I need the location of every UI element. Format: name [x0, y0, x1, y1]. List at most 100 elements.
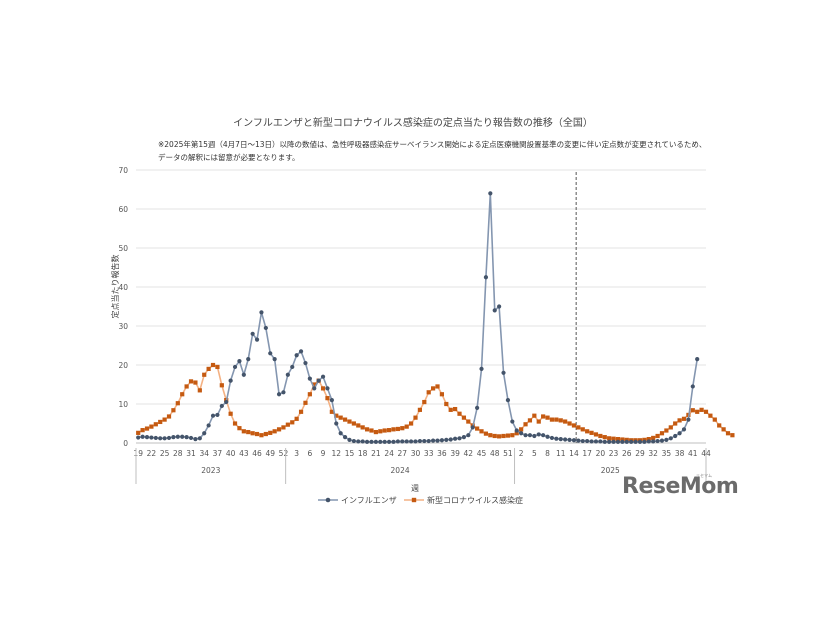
influenza-data-point: [166, 435, 172, 441]
covid-data-point: [378, 429, 383, 434]
x-tick-label: 14: [569, 449, 579, 458]
covid-data-point: [241, 429, 246, 434]
covid-data-point: [391, 427, 396, 432]
x-tick-label: 22: [147, 449, 157, 458]
covid-data-point: [281, 425, 286, 430]
resemom-logo-subtext: リセマム: [696, 473, 712, 478]
x-tick-label: 39: [450, 449, 460, 458]
covid-data-point: [611, 436, 616, 441]
covid-data-point: [197, 388, 202, 393]
x-tick-label: 11: [556, 449, 566, 458]
covid-data-point: [276, 427, 282, 432]
influenza-data-point: [514, 428, 519, 433]
x-tick-label: 2: [519, 449, 524, 458]
influenza-data-point: [395, 439, 400, 444]
x-tick-label: 40: [226, 449, 236, 458]
influenza-data-point: [677, 431, 682, 436]
x-tick-label: 52: [279, 449, 289, 458]
covid-data-point: [435, 384, 440, 389]
covid-data-point: [527, 418, 533, 423]
influenza-data-point: [400, 439, 405, 444]
influenza-data-point: [378, 439, 383, 444]
covid-data-point: [607, 436, 612, 441]
series: [136, 191, 735, 444]
x-axis-title: 週: [411, 484, 419, 493]
covid-data-point: [532, 413, 537, 418]
x-tick-label: 38: [675, 449, 685, 458]
chart-title: インフルエンザと新型コロナウイルス感染症の定点当たり報告数の推移（全国）: [233, 118, 593, 129]
covid-data-point: [488, 433, 493, 438]
influenza-data-point: [624, 439, 629, 444]
x-tick-label: 26: [622, 449, 632, 458]
covid-data-point: [448, 407, 453, 412]
x-tick-label: 43: [239, 449, 249, 458]
x-tick-label: 32: [648, 449, 658, 458]
covid-data-point: [395, 426, 400, 432]
influenza-data-point: [382, 439, 387, 444]
covid-data-point: [567, 421, 572, 426]
x-tick-label: 48: [490, 449, 500, 458]
influenza-data-point: [646, 439, 651, 444]
covid-data-point: [721, 427, 726, 432]
influenza-data-point: [453, 436, 458, 441]
influenza-data-point: [659, 438, 665, 443]
x-tick-label: 37: [213, 449, 223, 458]
covid-data-point: [651, 435, 656, 441]
covid-data-point: [228, 411, 233, 416]
covid-data-point: [254, 431, 260, 437]
covid-data-point: [290, 420, 295, 425]
covid-data-point: [158, 419, 163, 425]
influenza-data-point: [188, 435, 194, 441]
influenza-data-point: [285, 372, 290, 377]
covid-data-point: [259, 433, 264, 438]
covid-data-point: [144, 426, 150, 431]
influenza-data-point: [501, 370, 506, 375]
x-tick-label: 5: [532, 449, 537, 458]
x-tick-label: 6: [307, 449, 312, 458]
covid-data-point: [655, 433, 660, 439]
influenza-data-point: [197, 436, 202, 441]
x-tick-label: 21: [371, 449, 381, 458]
covid-data-point: [153, 422, 158, 427]
x-tick-label: 19: [133, 449, 143, 458]
covid-data-point: [351, 421, 356, 426]
influenza-data-point: [369, 439, 374, 444]
influenza-data-point: [681, 427, 687, 432]
y-tick-label: 0: [123, 439, 128, 448]
x-tick-label: 3: [294, 449, 299, 458]
influenza-data-point: [466, 433, 471, 438]
covid-data-point: [408, 421, 414, 426]
influenza-data-point: [351, 438, 356, 444]
gridlines: [136, 169, 706, 444]
influenza-data-point: [589, 439, 594, 444]
influenza-data-point: [329, 398, 334, 403]
covid-data-point: [439, 392, 445, 397]
influenza-data-point: [334, 421, 339, 426]
covid-series-line: [137, 364, 733, 442]
y-tick-label: 20: [118, 361, 128, 370]
influenza-data-point: [563, 437, 568, 442]
covid-data-point: [312, 382, 317, 387]
influenza-data-point: [642, 439, 647, 444]
covid-data-point: [136, 430, 141, 435]
covid-data-point: [668, 425, 673, 430]
covid-data-point: [342, 417, 348, 422]
influenza-data-point: [686, 417, 691, 422]
x-tick-label: 24: [384, 449, 394, 458]
influenza-data-point: [479, 366, 484, 371]
covid-data-point: [677, 418, 682, 423]
influenza-data-point: [536, 432, 541, 437]
covid-data-point: [659, 431, 665, 436]
influenza-data-point: [246, 357, 251, 362]
covid-data-point: [545, 415, 550, 420]
influenza-data-point: [422, 438, 427, 444]
x-tick-label: 33: [424, 449, 434, 458]
covid-data-point: [298, 409, 304, 414]
influenza-data-point: [219, 403, 224, 409]
x-tick-label: 29: [635, 449, 645, 458]
x-tick-label: 36: [437, 449, 447, 458]
influenza-data-point: [206, 423, 211, 428]
covid-data-point: [193, 380, 198, 385]
covid-data-point: [558, 418, 563, 423]
